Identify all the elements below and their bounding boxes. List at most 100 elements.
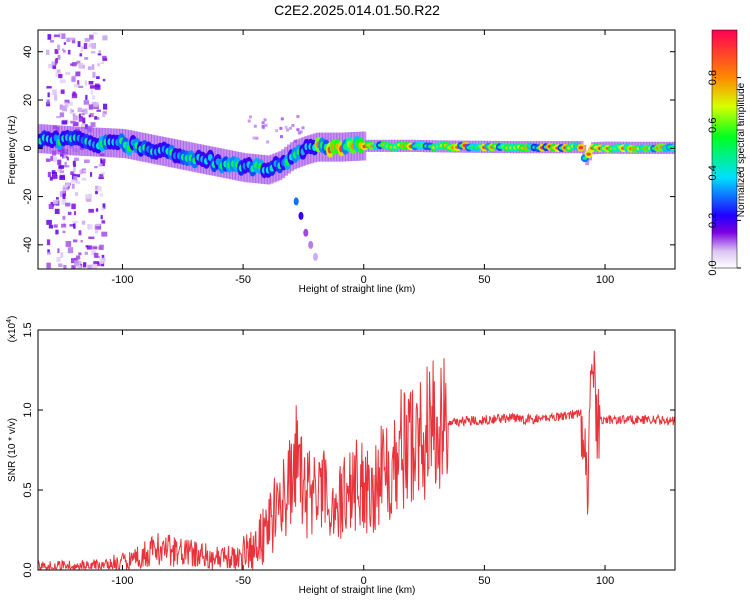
heatmap-noise-cell: [97, 262, 101, 267]
heatmap-y-tick-label: 40: [22, 46, 34, 58]
heatmap-noise-cell: [95, 223, 101, 227]
heatmap-noise-cell: [59, 176, 65, 180]
heatmap-noise-cell: [77, 41, 81, 47]
heatmap-noise-cell: [101, 254, 105, 259]
heatmap-noise-cell: [94, 166, 98, 169]
heatmap-noise-cell: [53, 156, 58, 163]
heatmap-noise-cell: [76, 60, 81, 65]
heatmap-noise-cell: [63, 42, 66, 45]
heatmap-noise-cell: [80, 240, 83, 243]
heatmap-noise-cell: [85, 198, 92, 202]
heatmap-noise-cell: [94, 84, 101, 90]
heatmap-noise-cell: [83, 43, 88, 49]
heatmap-noise-cell: [75, 180, 81, 185]
heatmap-noise-cell: [93, 261, 100, 265]
heatmap-noise-cell: [102, 203, 106, 209]
heatmap-noise-cell: [78, 62, 84, 69]
heatmap-noise-cell: [71, 203, 76, 210]
heatmap-noise-cell: [279, 126, 283, 130]
heatmap-noise-cell: [51, 174, 58, 179]
heatmap-x-tick-label: 0: [361, 274, 367, 286]
heatmap-noise-cell: [46, 239, 51, 246]
heatmap-noise-cell: [100, 61, 105, 64]
heatmap-x-tick-label: 50: [478, 274, 490, 286]
snr-y-tick-label: 1.5: [22, 322, 34, 337]
heatmap-noise-cell: [69, 101, 73, 106]
heatmap-noise-cell: [52, 89, 57, 95]
heatmap-noise-cell: [261, 121, 265, 125]
heatmap-noise-cell: [100, 215, 103, 220]
heatmap-noise-cell: [97, 63, 100, 67]
heatmap-noise-cell: [61, 33, 66, 39]
heatmap-noise-cell: [54, 208, 60, 214]
snr-x-tick-label: 100: [596, 575, 614, 587]
heatmap-noise-cell: [91, 250, 96, 256]
heatmap-noise-cell: [57, 44, 61, 51]
heatmap-noise-cell: [253, 124, 257, 128]
heatmap-noise-cell: [61, 120, 68, 125]
figure-title: C2E2.2025.014.01.50.R22: [274, 2, 440, 18]
heatmap-noise-cell: [94, 116, 98, 120]
heatmap-noise-cell: [73, 164, 76, 167]
heatmap-noise-cell: [95, 190, 98, 195]
heatmap-frame: [37, 29, 676, 270]
heatmap-noise-cell: [48, 64, 53, 69]
heatmap-noise-cell: [96, 224, 102, 230]
heatmap-streak-cell: [298, 211, 304, 220]
heatmap-noise-cell: [261, 126, 265, 130]
heatmap-streak-cell: [293, 197, 299, 206]
heatmap-noise-cell: [65, 241, 72, 247]
heatmap-noise-cell: [70, 120, 76, 124]
heatmap-halo-cell: [582, 145, 587, 158]
heatmap-noise-cell: [57, 248, 60, 254]
heatmap-noise-cell: [83, 262, 87, 268]
heatmap-noise-cell: [46, 219, 52, 225]
heatmap-noise-cell: [63, 153, 66, 159]
heatmap-noise-cell: [103, 103, 108, 110]
heatmap-noise-cell: [101, 263, 105, 267]
heatmap-noise-cell: [301, 126, 305, 130]
heatmap-noise-cell: [59, 170, 65, 174]
heatmap-noise-cell: [67, 49, 71, 55]
heatmap-noise-cell: [101, 231, 108, 237]
heatmap-noise-cell: [80, 49, 84, 52]
heatmap-noise-cell: [65, 182, 71, 186]
heatmap-noise-cell: [72, 160, 76, 166]
heatmap-noise-cell: [99, 174, 104, 177]
heatmap-noise-cell: [76, 256, 81, 260]
heatmap-noise-cell: [59, 191, 66, 198]
heatmap-noise-cell: [67, 247, 74, 254]
heatmap-noise-cell: [53, 34, 60, 38]
heatmap-noise-cell: [75, 71, 81, 77]
heatmap-noise-cell: [69, 224, 75, 227]
heatmap-noise-cell: [94, 229, 98, 234]
heatmap-noise-cell: [89, 113, 94, 117]
snr-series-line: [38, 350, 675, 570]
heatmap-noise-cell: [84, 80, 87, 86]
heatmap-noise-cell: [81, 46, 85, 49]
heatmap-noise-cell: [85, 245, 89, 248]
heatmap-noise-cell: [71, 93, 78, 99]
heatmap-noise-cell: [99, 193, 103, 197]
heatmap-noise-cell: [59, 104, 63, 110]
heatmap-noise-cell: [83, 108, 88, 115]
heatmap-noise-cell: [54, 94, 58, 101]
snr-frame: [37, 329, 676, 571]
heatmap-noise-cell: [63, 50, 66, 53]
heatmap-noise-cell: [61, 48, 65, 51]
heatmap-noise-cell: [60, 252, 64, 258]
heatmap-noise-cell: [96, 109, 101, 112]
heatmap-y-tick-label: -20: [22, 189, 34, 205]
heatmap-noise-cell: [58, 263, 63, 267]
heatmap-noise-cell: [57, 55, 61, 60]
heatmap-noise-cell: [81, 123, 86, 130]
heatmap-noise-cell: [75, 192, 79, 196]
heatmap-noise-cell: [299, 130, 303, 134]
heatmap-noise-cell: [72, 62, 77, 67]
colorbar: 0.0 0.2 0.4 0.6 0.8 Normalized spectral ampl…: [707, 29, 747, 276]
heatmap-noise-cell: [74, 260, 79, 267]
heatmap-noise-cell: [62, 193, 66, 200]
snr-y-tick-label: 1.0: [22, 402, 34, 417]
heatmap-noise-cell: [88, 236, 95, 239]
heatmap-noise-cell: [286, 128, 289, 132]
